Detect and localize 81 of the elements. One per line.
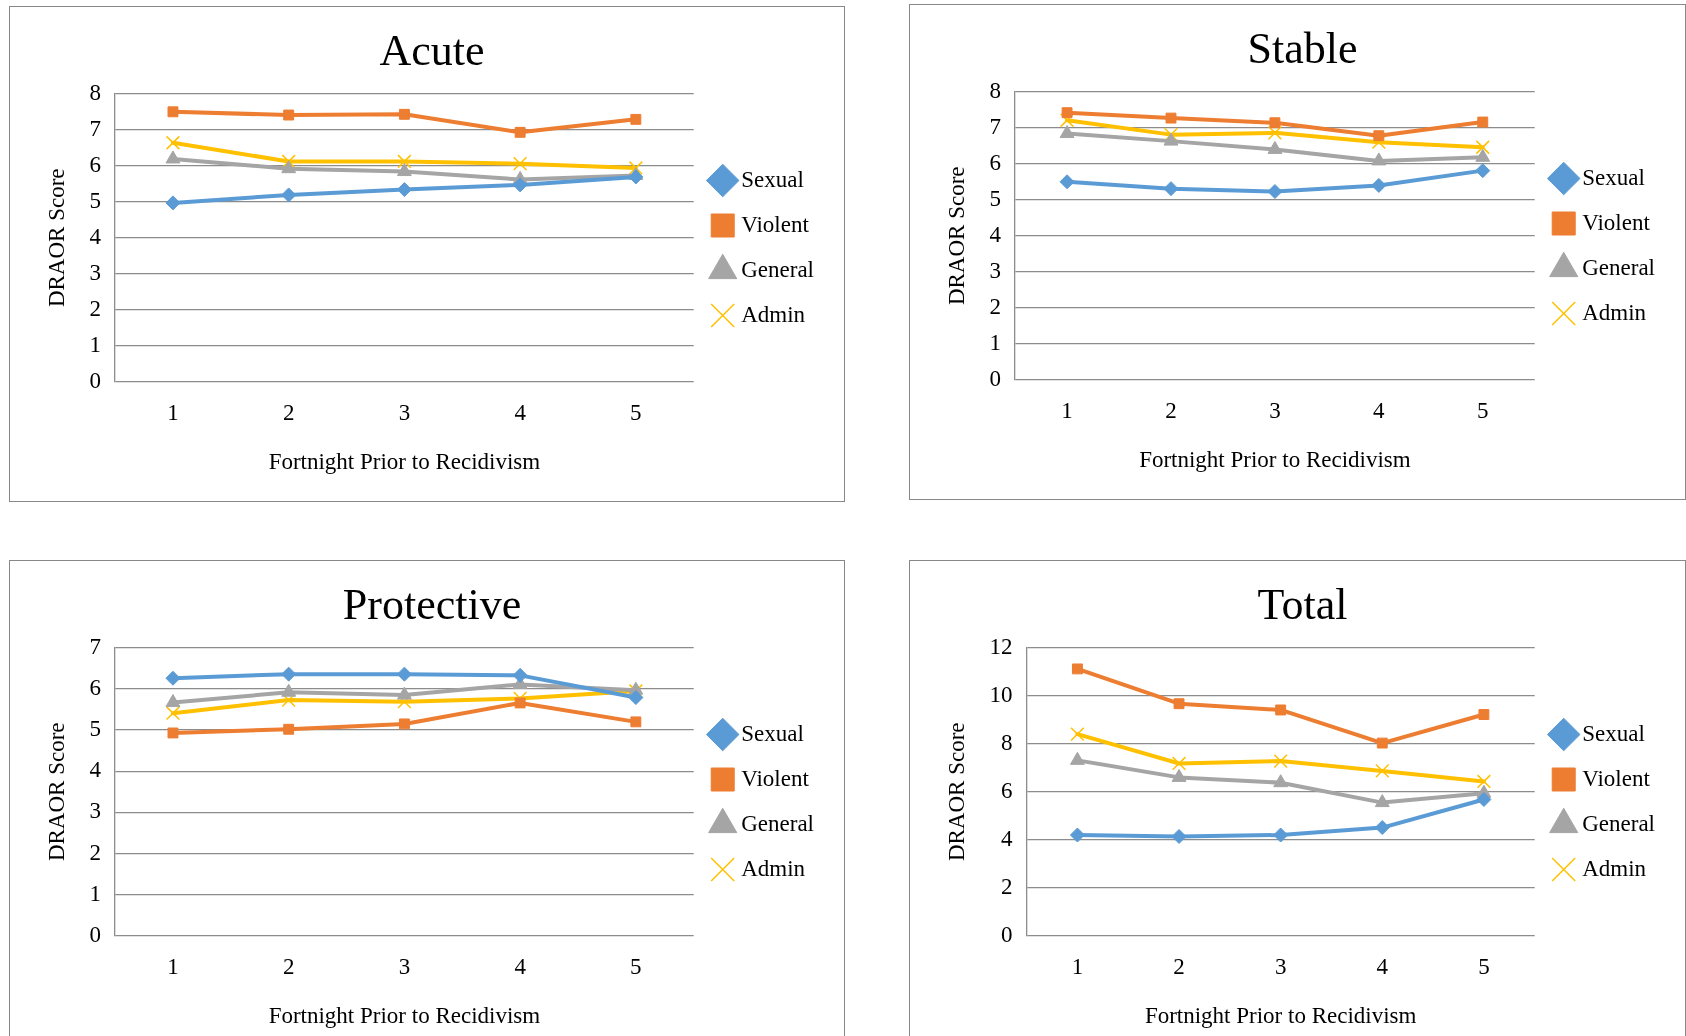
legend-label: Violent <box>1582 209 1651 235</box>
x-tick-label: 4 <box>514 399 527 425</box>
y-axis-title: DRAOR Score <box>43 722 69 862</box>
chart-title: Protective <box>342 579 522 629</box>
y-tick-label: 5 <box>989 185 1002 211</box>
y-tick-label: 2 <box>989 293 1002 319</box>
y-tick-label: 7 <box>89 633 102 659</box>
legend-label: Sexual <box>1582 164 1645 190</box>
x-tick-label: 3 <box>1269 397 1281 423</box>
y-tick-label: 1 <box>989 329 1002 355</box>
y-tick-label: 3 <box>89 259 102 285</box>
chart-title: Total <box>1257 579 1348 629</box>
y-tick-label: 4 <box>89 757 102 783</box>
legend-label: Sexual <box>741 720 804 746</box>
y-tick-label: 2 <box>1001 873 1013 899</box>
y-tick-label: 3 <box>989 257 1002 283</box>
legend-label: Admin <box>1582 299 1647 325</box>
y-tick-label: 2 <box>89 295 102 321</box>
x-tick-label: 3 <box>398 399 411 425</box>
y-tick-label: 1 <box>89 880 102 906</box>
y-tick-label: 7 <box>989 113 1002 139</box>
x-tick-label: 4 <box>1376 953 1389 979</box>
y-axis-title: DRAOR Score <box>943 722 969 862</box>
chart-title: Stable <box>1247 23 1358 73</box>
y-tick-label: 3 <box>89 798 102 824</box>
legend-label: Violent <box>1582 765 1651 791</box>
y-tick-label: 2 <box>89 839 102 865</box>
y-tick-label: 4 <box>989 221 1002 247</box>
x-axis-title: Fortnight Prior to Recidivism <box>1144 1003 1417 1029</box>
y-tick-label: 0 <box>989 365 1002 391</box>
y-tick-label: 6 <box>89 674 102 700</box>
x-tick-label: 3 <box>398 953 411 979</box>
y-tick-label: 0 <box>89 367 102 393</box>
y-tick-label: 7 <box>89 115 102 141</box>
x-tick-label: 5 <box>630 953 642 979</box>
chart-title: Acute <box>379 25 485 75</box>
y-tick-label: 6 <box>1001 777 1013 803</box>
y-tick-label: 8 <box>89 79 102 105</box>
x-tick-label: 4 <box>1373 397 1386 423</box>
y-tick-label: 0 <box>89 921 102 947</box>
x-tick-label: 1 <box>1061 397 1073 423</box>
x-tick-label: 2 <box>282 399 295 425</box>
legend-label: Admin <box>741 301 806 327</box>
legend-label: General <box>1582 254 1656 280</box>
x-tick-label: 2 <box>1165 397 1177 423</box>
legend-label: General <box>741 256 815 282</box>
x-tick-label: 4 <box>514 953 527 979</box>
y-tick-label: 12 <box>989 633 1013 659</box>
x-axis-title: Fortnight Prior to Recidivism <box>1139 447 1411 473</box>
x-tick-label: 1 <box>1071 953 1084 979</box>
legend-label: Sexual <box>1582 720 1645 746</box>
legend-label: Sexual <box>741 166 804 192</box>
legend-label: Admin <box>1582 855 1647 881</box>
y-tick-label: 4 <box>89 223 102 249</box>
legend-label: Violent <box>741 765 810 791</box>
x-tick-label: 1 <box>167 953 179 979</box>
y-axis-title: DRAOR Score <box>943 166 969 306</box>
x-tick-label: 5 <box>1478 953 1490 979</box>
y-tick-label: 4 <box>1001 825 1014 851</box>
x-axis-title: Fortnight Prior to Recidivism <box>268 1003 541 1029</box>
y-tick-label: 8 <box>1001 729 1013 755</box>
y-tick-label: 5 <box>89 716 102 742</box>
y-tick-label: 10 <box>989 681 1013 707</box>
legend-label: Violent <box>741 211 810 237</box>
x-axis-title: Fortnight Prior to Recidivism <box>268 449 541 475</box>
y-tick-label: 8 <box>989 77 1002 103</box>
x-tick-label: 3 <box>1274 953 1287 979</box>
legend-label: Admin <box>741 855 806 881</box>
y-tick-label: 6 <box>989 149 1002 175</box>
y-axis-title: DRAOR Score <box>43 168 69 308</box>
legend-label: General <box>741 810 815 836</box>
x-tick-label: 2 <box>1173 953 1185 979</box>
x-tick-label: 1 <box>167 399 179 425</box>
legend-label: General <box>1582 810 1656 836</box>
y-tick-label: 0 <box>1001 921 1013 947</box>
x-tick-label: 5 <box>1477 397 1489 423</box>
x-tick-label: 2 <box>282 953 295 979</box>
y-tick-label: 6 <box>89 151 102 177</box>
y-tick-label: 1 <box>89 331 102 357</box>
y-tick-label: 5 <box>89 187 102 213</box>
x-tick-label: 5 <box>630 399 642 425</box>
